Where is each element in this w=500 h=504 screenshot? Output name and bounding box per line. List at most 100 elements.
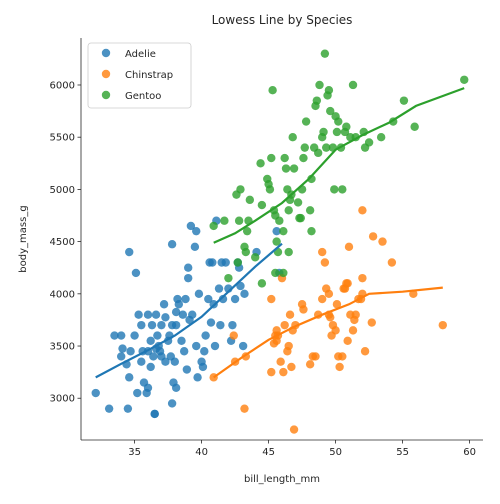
adelie-point: [131, 268, 141, 278]
chinstrap-point: [332, 300, 342, 309]
gentoo-point: [236, 185, 245, 194]
legend-label: Adelie: [125, 49, 156, 60]
adelie-point: [174, 300, 184, 309]
y-tick-label: 5000: [50, 185, 75, 196]
x-axis-label: bill_length_mm: [244, 474, 320, 485]
gentoo-point: [334, 117, 343, 126]
adelie-point: [130, 331, 139, 340]
adelie-point: [167, 399, 177, 408]
gentoo-point: [233, 258, 242, 267]
adelie-point: [134, 310, 143, 319]
gentoo-point: [399, 96, 409, 105]
y-tick-label: 3500: [50, 342, 75, 353]
chinstrap-point: [438, 320, 447, 330]
adelie-point: [208, 258, 217, 267]
adelie-point: [147, 320, 157, 330]
gentoo-point: [313, 148, 323, 158]
adelie-point: [104, 404, 114, 413]
gentoo-point: [338, 185, 347, 194]
adelie-point: [177, 336, 186, 346]
x-tick-label: 35: [128, 447, 141, 458]
gentoo-point: [322, 143, 331, 152]
y-tick-label: 3000: [50, 394, 75, 405]
adelie-point: [186, 221, 196, 231]
adelie-point: [192, 341, 201, 351]
gentoo-point: [460, 75, 469, 84]
adelie-point: [179, 347, 189, 356]
adelie-point: [117, 331, 126, 340]
adelie-point: [137, 320, 146, 330]
gentoo-point: [267, 153, 276, 163]
series-gentoo-points: [209, 49, 469, 288]
gentoo-point: [257, 279, 267, 288]
y-ticks: 3000 3500 4000 4500 5000 5500 6000: [50, 80, 81, 405]
chinstrap-point: [343, 279, 352, 288]
chinstrap-lowess-line: [213, 286, 443, 379]
adelie-point: [193, 373, 202, 382]
gentoo-point: [410, 122, 419, 131]
chinstrap-point: [338, 352, 347, 361]
x-ticks: 35 40 45 50 55 60: [128, 440, 476, 458]
chinstrap-point: [320, 258, 330, 267]
adelie-point: [91, 388, 100, 398]
gentoo-point: [209, 221, 218, 231]
adelie-point: [171, 307, 181, 317]
gentoo-point: [275, 216, 284, 225]
series-chinstrap-points: [209, 206, 447, 434]
legend-label: Chinstrap: [125, 70, 173, 81]
chart-title: Lowess Line by Species: [212, 13, 353, 27]
gentoo-point: [296, 213, 305, 223]
chinstrap-point: [285, 310, 295, 319]
chinstrap-point: [280, 320, 289, 330]
adelie-point: [214, 284, 224, 293]
gentoo-point: [251, 253, 260, 262]
adelie-point: [161, 357, 170, 366]
gentoo-point: [376, 132, 386, 142]
gentoo-point: [279, 268, 288, 278]
chinstrap-point: [324, 289, 334, 299]
adelie-point: [240, 289, 249, 299]
legend-frame: [87, 42, 192, 109]
adelie-point: [190, 242, 200, 252]
adelie-point: [210, 341, 220, 351]
gentoo-point: [326, 106, 335, 116]
adelie-point: [143, 383, 153, 392]
y-tick-label: 6000: [50, 80, 75, 91]
x-tick-label: 45: [262, 447, 275, 458]
chinstrap-point: [267, 367, 276, 377]
adelie-point: [167, 240, 177, 249]
chinstrap-point: [305, 360, 315, 369]
gentoo-lowess-line: [213, 87, 465, 244]
chinstrap-point: [358, 273, 367, 283]
chinstrap-point: [387, 258, 397, 267]
chinstrap-point: [229, 331, 238, 340]
adelie-point: [153, 331, 162, 340]
adelie-point: [171, 320, 181, 330]
adelie-point: [118, 344, 127, 353]
chinstrap-point: [287, 362, 296, 372]
gentoo-point: [220, 216, 229, 225]
adelie-point: [157, 320, 166, 330]
gentoo-point: [284, 206, 293, 215]
chinstrap-point: [318, 247, 327, 257]
gentoo-point: [288, 132, 297, 142]
adelie-point: [230, 294, 240, 304]
chinstrap-point: [348, 326, 358, 335]
gentoo-point: [289, 164, 299, 173]
adelie-point: [228, 320, 237, 330]
gentoo-point: [280, 153, 289, 163]
y-axis-label: body_mass_g: [18, 205, 29, 272]
adelie-point: [125, 247, 134, 257]
gentoo-point: [281, 164, 291, 173]
adelie-point: [184, 263, 193, 272]
chinstrap-point: [279, 367, 288, 377]
adelie-point: [204, 294, 213, 304]
x-tick-label: 50: [329, 447, 342, 458]
adelie-point: [192, 226, 201, 236]
adelie-point: [181, 294, 190, 304]
chinstrap-point: [267, 294, 276, 304]
adelie-point: [149, 352, 158, 361]
gentoo-point: [364, 138, 374, 147]
chinstrap-point: [343, 336, 352, 346]
